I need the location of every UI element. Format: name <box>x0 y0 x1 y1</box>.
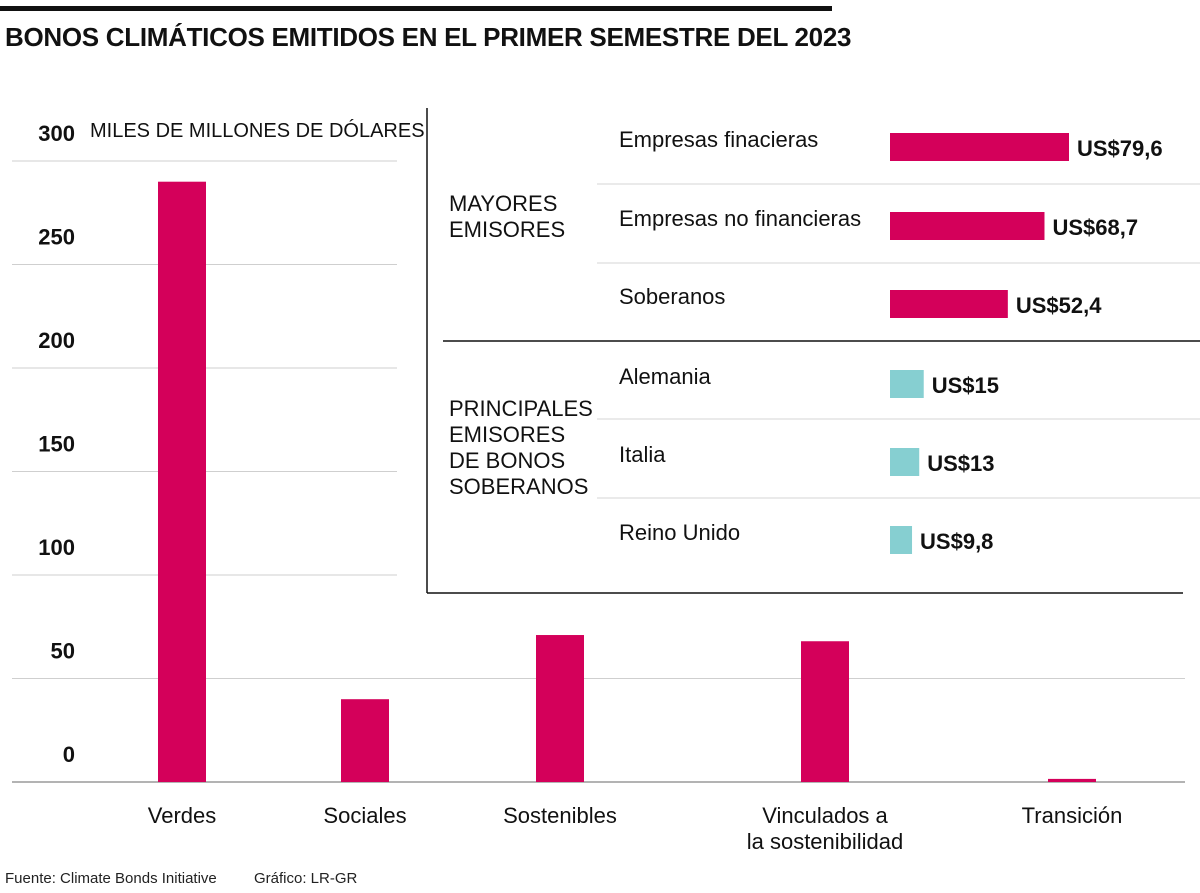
group-label: DE BONOS <box>449 448 565 473</box>
inset-bar <box>890 526 913 554</box>
inset-bar <box>890 133 1069 161</box>
y-axis-ticks: 0 50 100 150 200 250 300 <box>38 121 75 767</box>
bar <box>1048 778 1096 782</box>
bar <box>536 635 584 782</box>
x-category-label: Sostenibles <box>503 803 617 828</box>
inset-value-label: US$15 <box>932 373 999 398</box>
credit-note: Gráfico: LR-GR <box>254 870 358 887</box>
bar <box>801 641 849 782</box>
inset-value-label: US$13 <box>927 451 994 476</box>
y-tick-label: 0 <box>63 742 75 767</box>
inset-bar <box>890 370 924 398</box>
x-category-label: Verdes <box>148 803 217 828</box>
inset-row-name: Soberanos <box>619 284 725 309</box>
inset-bar <box>890 212 1045 240</box>
inset-bar <box>890 290 1008 318</box>
group-label: SOBERANOS <box>449 474 588 499</box>
inset-row-name: Empresas finacieras <box>619 127 818 152</box>
group-label: PRINCIPALES <box>449 396 593 421</box>
x-category-label: la sostenibilidad <box>747 829 904 854</box>
y-tick-label: 150 <box>38 432 75 457</box>
y-tick-label: 200 <box>38 328 75 353</box>
inset-row-name: Reino Unido <box>619 520 740 545</box>
inset-row-name: Italia <box>619 442 666 467</box>
y-tick-label: 250 <box>38 225 75 250</box>
y-axis-unit-label: MILES DE MILLONES DE DÓLARES <box>90 119 425 142</box>
x-category-label: Transición <box>1022 803 1123 828</box>
group-label: EMISORES <box>449 422 565 447</box>
group-label: EMISORES <box>449 217 565 242</box>
x-axis-categories: Verdes Sociales Sostenibles Vinculados ala … <box>148 803 1123 854</box>
title-rule <box>0 6 832 11</box>
main-bars <box>158 181 1096 782</box>
inset-value-label: US$79,6 <box>1077 136 1163 161</box>
bar <box>158 181 206 782</box>
group-label: MAYORES <box>449 191 557 216</box>
inset-value-label: US$9,8 <box>920 529 993 554</box>
inset-value-label: US$68,7 <box>1052 215 1138 240</box>
source-note: Fuente: Climate Bonds Initiative <box>5 870 217 887</box>
inset-bar <box>890 448 920 476</box>
x-category-label: Sociales <box>323 803 406 828</box>
bar <box>341 699 389 782</box>
chart-title: BONOS CLIMÁTICOS EMITIDOS EN EL PRIMER S… <box>5 22 852 52</box>
x-category-label: Vinculados a <box>762 803 888 828</box>
inset-row-name: Empresas no financieras <box>619 206 861 231</box>
inset-row-name: Alemania <box>619 364 711 389</box>
y-tick-label: 50 <box>51 639 75 664</box>
inset-value-label: US$52,4 <box>1016 293 1102 318</box>
y-tick-label: 300 <box>38 121 75 146</box>
y-tick-label: 100 <box>38 535 75 560</box>
